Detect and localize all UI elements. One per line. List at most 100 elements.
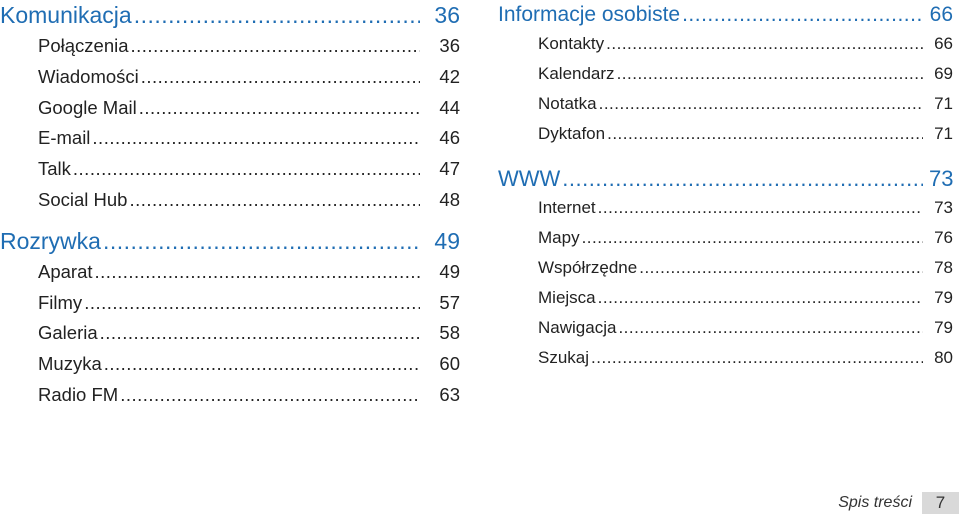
toc-entry[interactable]: Kontakty 66 bbox=[496, 29, 959, 59]
section-spacer bbox=[496, 149, 959, 164]
section-page: 49 bbox=[434, 227, 460, 254]
toc-section-rozrywka[interactable]: Rozrywka 49 bbox=[0, 226, 460, 257]
entry-page: 49 bbox=[439, 260, 460, 282]
toc-entry[interactable]: Miejsca 79 bbox=[496, 283, 959, 313]
toc-entry[interactable]: E-mail 46 bbox=[0, 123, 460, 154]
toc-section-informacje-osobiste[interactable]: Informacje osobiste 66 bbox=[496, 0, 959, 29]
entry-label: Filmy bbox=[38, 291, 83, 313]
toc-entry[interactable]: Szukaj 80 bbox=[496, 343, 959, 373]
page-number-box: 7 bbox=[922, 492, 959, 514]
entry-page: 57 bbox=[439, 291, 460, 313]
toc-entry[interactable]: Nawigacja 79 bbox=[496, 313, 959, 343]
entry-label: Nawigacja bbox=[538, 318, 617, 337]
toc-section-www[interactable]: WWW 73 bbox=[496, 164, 959, 193]
entry-page: 69 bbox=[934, 64, 953, 83]
section-title: WWW bbox=[498, 166, 561, 191]
entry-label: E-mail bbox=[38, 127, 91, 149]
toc-entry[interactable]: Aparat 49 bbox=[0, 257, 460, 288]
toc-entry[interactable]: Internet 73 bbox=[496, 193, 959, 223]
toc-entry[interactable]: Dyktafon 71 bbox=[496, 119, 959, 149]
entry-page: 46 bbox=[439, 127, 460, 149]
entry-page: 60 bbox=[439, 353, 460, 375]
entry-label: Dyktafon bbox=[538, 124, 606, 143]
dot-leader bbox=[139, 93, 420, 124]
footer-section-label: Spis treści bbox=[838, 494, 912, 511]
entry-label: Talk bbox=[38, 158, 71, 180]
dot-leader bbox=[134, 0, 420, 31]
dot-leader bbox=[598, 193, 923, 223]
section-page: 66 bbox=[929, 3, 953, 26]
toc-entry[interactable]: Radio FM 63 bbox=[0, 380, 460, 411]
section-page: 36 bbox=[434, 2, 460, 28]
entry-page: 71 bbox=[934, 94, 953, 113]
section-page: 73 bbox=[929, 166, 954, 191]
toc-entry[interactable]: Muzyka 60 bbox=[0, 349, 460, 380]
dot-leader bbox=[562, 164, 923, 193]
dot-leader bbox=[606, 29, 923, 59]
entry-page: 76 bbox=[934, 228, 953, 247]
toc-entry[interactable]: Notatka 71 bbox=[496, 89, 959, 119]
toc-entry[interactable]: Filmy 57 bbox=[0, 288, 460, 319]
toc-entry[interactable]: Kalendarz 69 bbox=[496, 59, 959, 89]
toc-section-komunikacja[interactable]: Komunikacja 36 bbox=[0, 0, 460, 31]
dot-leader bbox=[598, 283, 923, 313]
entry-page: 63 bbox=[439, 383, 460, 405]
entry-label: Współrzędne bbox=[538, 258, 638, 277]
entry-page: 58 bbox=[439, 322, 460, 344]
section-title: Komunikacja bbox=[0, 2, 132, 28]
dot-leader bbox=[618, 313, 923, 343]
dot-leader bbox=[103, 226, 420, 257]
entry-page: 79 bbox=[934, 318, 953, 337]
entry-label: Szukaj bbox=[538, 348, 590, 367]
entry-page: 44 bbox=[439, 96, 460, 118]
dot-leader bbox=[104, 349, 420, 380]
dot-leader bbox=[92, 123, 420, 154]
entry-label: Połączenia bbox=[38, 35, 129, 56]
dot-leader bbox=[639, 253, 923, 283]
entry-label: Muzyka bbox=[38, 353, 102, 375]
entry-page: 36 bbox=[439, 35, 460, 56]
toc-entry[interactable]: Galeria 58 bbox=[0, 318, 460, 349]
dot-leader bbox=[599, 89, 923, 119]
toc-entry[interactable]: Wiadomości 42 bbox=[0, 62, 460, 93]
entry-label: Wiadomości bbox=[38, 65, 139, 87]
dot-leader bbox=[95, 257, 420, 288]
entry-label: Google Mail bbox=[38, 96, 137, 118]
entry-page: 79 bbox=[934, 288, 953, 307]
toc-left-column: Komunikacja 36 Połączenia 36 Wiadomości … bbox=[0, 0, 460, 411]
dot-leader bbox=[120, 380, 420, 411]
dot-leader bbox=[129, 185, 420, 216]
entry-page: 42 bbox=[439, 65, 460, 87]
dot-leader bbox=[582, 223, 923, 253]
entry-label: Social Hub bbox=[38, 188, 128, 210]
dot-leader bbox=[617, 59, 923, 89]
dot-leader bbox=[591, 343, 923, 373]
entry-label: Notatka bbox=[538, 94, 597, 113]
entry-label: Miejsca bbox=[538, 288, 596, 307]
entry-label: Kontakty bbox=[538, 34, 605, 53]
entry-label: Kalendarz bbox=[538, 64, 615, 83]
entry-label: Internet bbox=[538, 198, 596, 217]
toc-entry[interactable]: Współrzędne 78 bbox=[496, 253, 959, 283]
entry-page: 78 bbox=[934, 258, 953, 277]
section-title: Rozrywka bbox=[0, 227, 101, 254]
dot-leader bbox=[131, 31, 420, 62]
dot-leader bbox=[100, 318, 420, 349]
section-spacer bbox=[0, 216, 460, 226]
toc-entry[interactable]: Połączenia 36 bbox=[0, 31, 460, 62]
entry-page: 71 bbox=[934, 124, 953, 143]
dot-leader bbox=[682, 0, 923, 29]
dot-leader bbox=[84, 288, 420, 319]
entry-label: Mapy bbox=[538, 228, 580, 247]
toc-entry[interactable]: Social Hub 48 bbox=[0, 185, 460, 216]
entry-label: Aparat bbox=[38, 260, 93, 282]
entry-page: 73 bbox=[934, 198, 953, 217]
entry-page: 48 bbox=[439, 188, 460, 210]
entry-page: 80 bbox=[934, 348, 953, 367]
entry-page: 47 bbox=[439, 158, 460, 180]
entry-label: Radio FM bbox=[38, 383, 119, 405]
toc-entry[interactable]: Talk 47 bbox=[0, 154, 460, 185]
toc-entry[interactable]: Mapy 76 bbox=[496, 223, 959, 253]
toc-entry[interactable]: Google Mail 44 bbox=[0, 93, 460, 124]
entry-page: 66 bbox=[934, 34, 953, 53]
